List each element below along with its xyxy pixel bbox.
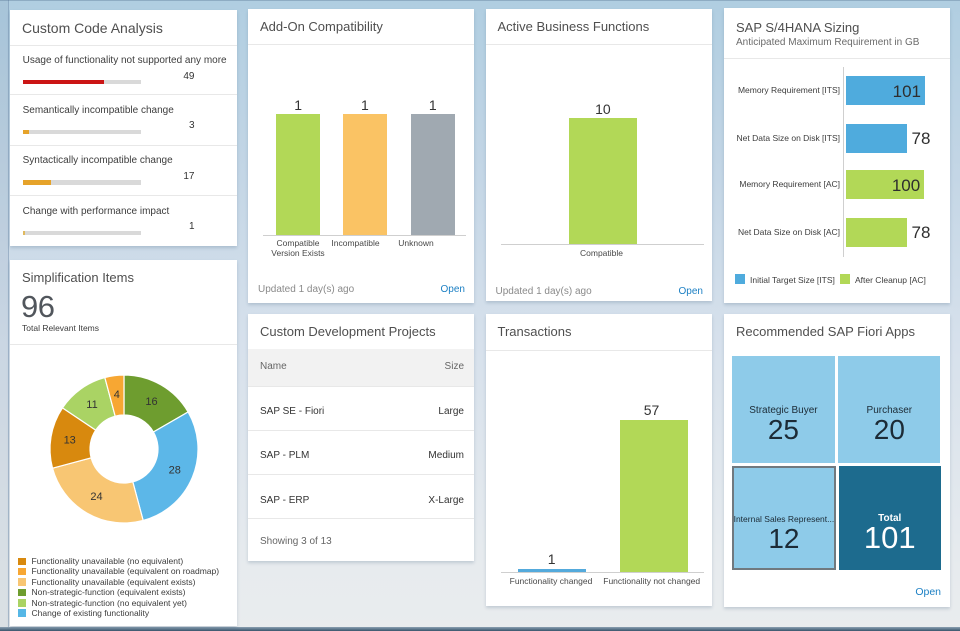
svg-text:28: 28 bbox=[169, 465, 181, 477]
svg-text:11: 11 bbox=[86, 399, 97, 411]
svg-text:13: 13 bbox=[64, 435, 76, 447]
svg-text:24: 24 bbox=[90, 491, 102, 503]
svg-text:4: 4 bbox=[114, 389, 120, 401]
svg-text:16: 16 bbox=[145, 396, 157, 408]
